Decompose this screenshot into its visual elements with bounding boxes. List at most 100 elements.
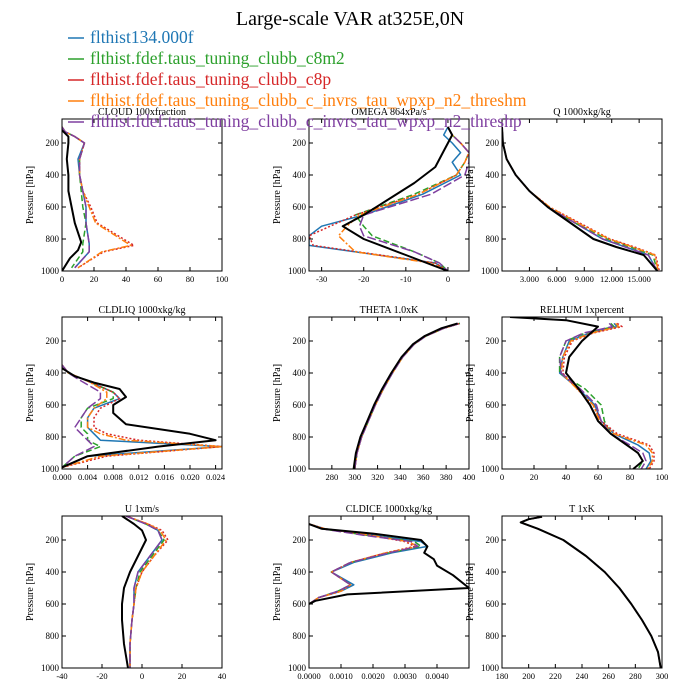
y-tick-label: 800 [486, 631, 500, 641]
series-line-flthist.fdef.taus_tuning_clubb_c_invrs_tau_wpxp_n2_threshp [125, 516, 163, 668]
y-tick-label: 600 [486, 202, 500, 212]
x-tick-label: 0.0000 [297, 671, 320, 681]
y-tick-label: 1000 [288, 266, 307, 276]
panel-title: CLDLIQ 1000xkg/kg [99, 305, 186, 316]
series-layer [309, 126, 469, 271]
y-tick-label: 800 [293, 631, 307, 641]
series-line-flthist.fdef.taus_tuning_clubb_c_invrs_tau_wpxp_n2_threshm [337, 126, 469, 271]
x-tick-label: 240 [576, 671, 589, 681]
legend-label: flthist.fdef.taus_tuning_clubb_c_invrs_t… [90, 111, 522, 131]
y-axis-label: Pressure [hPa] [272, 563, 283, 621]
chart-panel-5: THETA 1.0xK Pressure [hPa] 200 400 600 800 100… [272, 305, 475, 482]
x-tick-label: 400 [463, 472, 476, 482]
y-tick-label: 1000 [288, 464, 307, 474]
y-axis-label: Pressure [hPa] [25, 166, 36, 224]
series-layer [121, 516, 169, 668]
x-tick-label: 20 [530, 472, 539, 482]
panel-title: U 1xm/s [125, 504, 159, 515]
x-tick-label: 0.0020 [361, 671, 384, 681]
y-tick-label: 200 [46, 336, 60, 346]
plot-frame [61, 316, 223, 470]
legend-label: flthist.fdef.taus_tuning_clubb_c_invrs_t… [90, 90, 527, 110]
series-line-OBS [502, 126, 659, 271]
y-tick-label: 200 [46, 138, 60, 148]
series-line-OBS [121, 516, 147, 668]
x-tick-label: 0.024 [206, 472, 226, 482]
y-tick-label: 1000 [41, 464, 60, 474]
x-tick-label: 0.004 [78, 472, 98, 482]
y-tick-label: 800 [486, 234, 500, 244]
y-tick-label: 400 [46, 170, 60, 180]
y-tick-label: 600 [293, 202, 307, 212]
x-tick-label: 0.020 [180, 472, 199, 482]
y-tick-label: 800 [293, 432, 307, 442]
panel-title: CLOUD 100xfraction [98, 107, 186, 118]
legend-entry: flthist134.000f [68, 27, 194, 47]
plot-frame [61, 118, 223, 272]
x-tick-label: 80 [186, 274, 195, 284]
x-tick-label: -40 [56, 671, 67, 681]
y-tick-label: 800 [46, 234, 60, 244]
series-line-flthist.fdef.taus_tuning_clubb_c_invrs_tau_wpxp_n2_threshp [62, 364, 102, 468]
x-tick-label: -20 [358, 274, 369, 284]
x-tick-label: 0.0030 [393, 671, 416, 681]
x-tick-label: 3.000 [520, 274, 539, 284]
x-tick-label: -30 [316, 274, 327, 284]
x-tick-label: 80 [626, 472, 635, 482]
x-tick-label: 100 [656, 472, 669, 482]
chart-panel-4: CLDLIQ 1000xkg/kg Pressure [hPa] 200 400 600… [25, 305, 226, 482]
y-tick-label: 800 [46, 432, 60, 442]
y-tick-label: 400 [486, 170, 500, 180]
x-tick-label: 40 [218, 671, 227, 681]
x-tick-label: 15.000 [627, 274, 650, 284]
y-tick-label: 600 [46, 400, 60, 410]
x-tick-label: 60 [594, 472, 603, 482]
legend-entry: flthist.fdef.taus_tuning_clubb_c8m2 [68, 48, 345, 68]
series-line-flthist.fdef.taus_tuning_clubb_c8p [62, 364, 222, 469]
y-tick-label: 1000 [481, 663, 500, 673]
series-line-flthist.fdef.taus_tuning_clubb_c_invrs_tau_wpxp_n2_threshp [309, 523, 419, 605]
x-tick-label: 300 [656, 671, 669, 681]
x-tick-label: 0.000 [52, 472, 71, 482]
x-tick-label: 280 [325, 472, 338, 482]
y-tick-label: 400 [486, 368, 500, 378]
y-tick-label: 1000 [41, 663, 60, 673]
y-tick-label: 600 [46, 202, 60, 212]
x-tick-label: 60 [154, 274, 163, 284]
y-tick-label: 1000 [481, 266, 500, 276]
x-tick-label: -20 [96, 671, 107, 681]
y-tick-label: 800 [293, 234, 307, 244]
plot-frame [501, 118, 663, 272]
y-tick-label: 200 [486, 138, 500, 148]
y-tick-label: 400 [46, 567, 60, 577]
x-tick-label: 340 [394, 472, 407, 482]
legend-label: flthist.fdef.taus_tuning_clubb_c8p [90, 69, 331, 89]
x-tick-label: 300 [348, 472, 361, 482]
y-tick-label: 600 [46, 599, 60, 609]
series-line-flthist.fdef.taus_tuning_clubb_c_invrs_tau_wpxp_n2_threshp [558, 322, 647, 469]
x-tick-label: 40 [562, 472, 571, 482]
x-tick-label: 320 [371, 472, 384, 482]
series-layer [309, 523, 469, 605]
y-tick-label: 600 [486, 599, 500, 609]
y-tick-label: 200 [293, 138, 307, 148]
y-tick-label: 400 [293, 368, 307, 378]
series-layer [509, 317, 655, 469]
y-tick-label: 1000 [481, 464, 500, 474]
panel-title: T 1xK [569, 504, 595, 515]
x-tick-label: 100 [216, 274, 229, 284]
x-tick-label: 9.000 [575, 274, 594, 284]
x-tick-label: 0 [446, 274, 450, 284]
x-tick-label: 12.000 [600, 274, 623, 284]
panel-title: THETA 1.0xK [360, 305, 419, 316]
y-tick-label: 400 [293, 567, 307, 577]
series-layer [62, 126, 135, 271]
x-tick-label: 20 [178, 671, 187, 681]
legend-entry: flthist.fdef.taus_tuning_clubb_c_invrs_t… [68, 111, 522, 131]
plot-frame [308, 118, 470, 272]
y-axis-label: Pressure [hPa] [25, 563, 36, 621]
